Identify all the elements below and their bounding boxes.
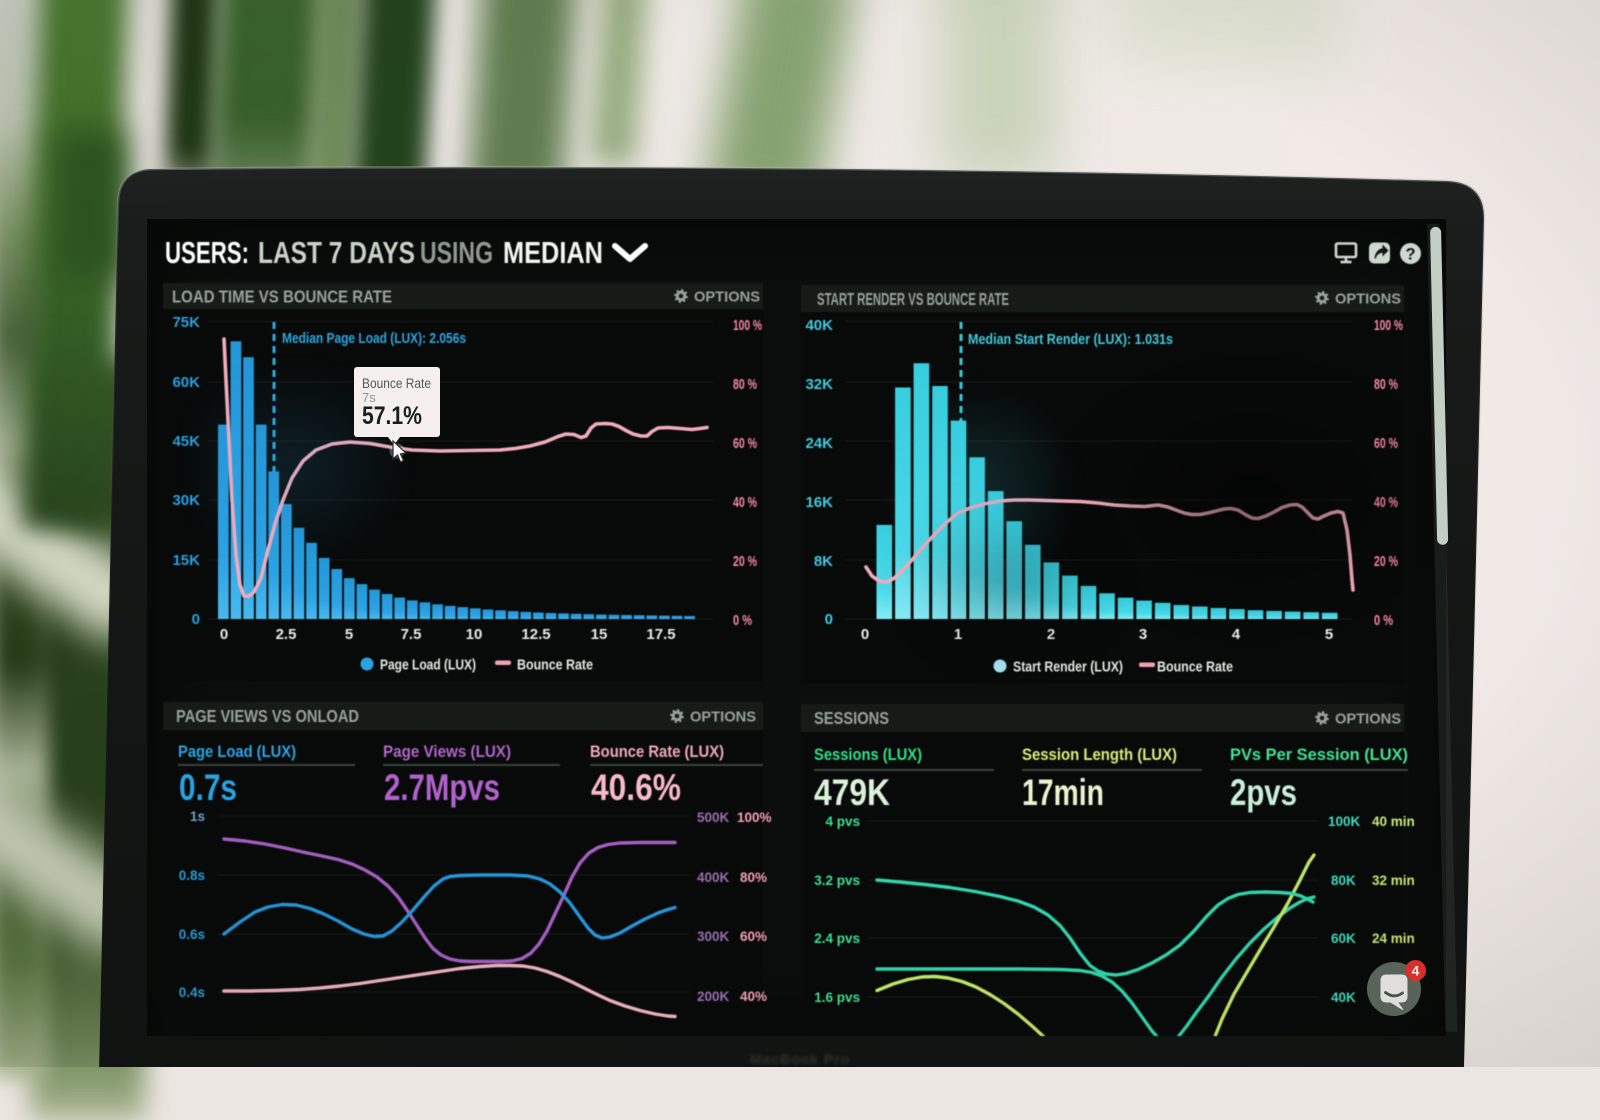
svg-text:15: 15 xyxy=(591,626,608,643)
svg-text:LAST 7 DAYS: LAST 7 DAYS xyxy=(258,235,415,270)
svg-text:400K: 400K xyxy=(697,870,730,885)
svg-text:100%: 100% xyxy=(737,810,772,825)
svg-text:32 min: 32 min xyxy=(1372,873,1415,888)
svg-text:Page Views (LUX): Page Views (LUX) xyxy=(383,743,511,761)
svg-text:17min: 17min xyxy=(1022,772,1104,813)
svg-text:Bounce Rate: Bounce Rate xyxy=(362,375,431,391)
svg-text:40%: 40% xyxy=(740,989,767,1004)
svg-text:0 %: 0 % xyxy=(733,612,752,629)
svg-text:15K: 15K xyxy=(172,552,200,569)
svg-text:OPTIONS: OPTIONS xyxy=(1335,711,1401,728)
svg-text:12.5: 12.5 xyxy=(521,626,550,643)
svg-text:MEDIAN: MEDIAN xyxy=(503,235,603,270)
svg-text:80%: 80% xyxy=(740,870,767,885)
svg-text:Session Length (LUX): Session Length (LUX) xyxy=(1022,746,1177,764)
svg-text:1s: 1s xyxy=(190,809,205,824)
svg-text:LOAD TIME VS BOUNCE RATE: LOAD TIME VS BOUNCE RATE xyxy=(172,287,392,307)
svg-text:40K: 40K xyxy=(1331,990,1356,1005)
svg-text:Median Page Load (LUX): 2.056s: Median Page Load (LUX): 2.056s xyxy=(282,330,466,347)
svg-text:479K: 479K xyxy=(814,772,890,813)
svg-text:0.6s: 0.6s xyxy=(179,927,205,942)
svg-text:30K: 30K xyxy=(172,492,200,509)
svg-text:16K: 16K xyxy=(805,494,833,511)
svg-text:0.4s: 0.4s xyxy=(179,985,205,1000)
svg-text:80K: 80K xyxy=(1331,873,1356,888)
svg-text:OPTIONS: OPTIONS xyxy=(1335,291,1401,308)
svg-text:100K: 100K xyxy=(1328,814,1361,829)
svg-text:60K: 60K xyxy=(172,374,200,391)
svg-text:Page Load (LUX): Page Load (LUX) xyxy=(178,743,296,761)
svg-text:32K: 32K xyxy=(805,376,833,393)
svg-text:4 pvs: 4 pvs xyxy=(825,814,860,829)
svg-text:1.6 pvs: 1.6 pvs xyxy=(814,990,860,1005)
svg-text:100 %: 100 % xyxy=(733,317,762,334)
svg-text:17.5: 17.5 xyxy=(646,626,675,643)
svg-text:USERS:: USERS: xyxy=(165,235,249,270)
svg-text:45K: 45K xyxy=(172,433,200,450)
svg-text:5: 5 xyxy=(345,626,353,643)
svg-text:40.6%: 40.6% xyxy=(591,767,681,808)
svg-text:0.7s: 0.7s xyxy=(179,767,237,808)
svg-text:80 %: 80 % xyxy=(733,376,757,393)
svg-text:0: 0 xyxy=(220,626,228,643)
svg-text:OPTIONS: OPTIONS xyxy=(690,709,756,726)
svg-text:60 %: 60 % xyxy=(733,435,757,452)
svg-text:0.8s: 0.8s xyxy=(179,868,205,883)
svg-text:40K: 40K xyxy=(805,317,833,334)
svg-text:1: 1 xyxy=(954,626,962,643)
svg-text:60K: 60K xyxy=(1331,931,1356,946)
svg-text:300K: 300K xyxy=(697,929,730,944)
svg-text:Page Load (LUX): Page Load (LUX) xyxy=(380,658,476,674)
svg-text:Bounce Rate: Bounce Rate xyxy=(517,658,593,674)
svg-text:2.7Mpvs: 2.7Mpvs xyxy=(384,767,500,808)
svg-text:7s: 7s xyxy=(362,390,376,405)
svg-text:24 min: 24 min xyxy=(1372,931,1415,946)
svg-text:Bounce Rate (LUX): Bounce Rate (LUX) xyxy=(590,743,724,761)
svg-text:USING: USING xyxy=(420,235,493,270)
svg-text:3.2 pvs: 3.2 pvs xyxy=(814,873,860,888)
svg-text:200K: 200K xyxy=(697,989,730,1004)
svg-text:10: 10 xyxy=(466,626,483,643)
svg-text:40 min: 40 min xyxy=(1372,814,1415,829)
svg-text:2.5: 2.5 xyxy=(276,626,297,643)
svg-text:60%: 60% xyxy=(740,929,767,944)
svg-text:4: 4 xyxy=(1412,963,1420,979)
svg-text:100 %: 100 % xyxy=(1374,317,1403,334)
svg-text:PAGE VIEWS VS ONLOAD: PAGE VIEWS VS ONLOAD xyxy=(176,706,359,726)
svg-text:PVs Per Session (LUX): PVs Per Session (LUX) xyxy=(1230,746,1408,764)
svg-text:Sessions (LUX): Sessions (LUX) xyxy=(814,746,922,764)
svg-text:0: 0 xyxy=(825,611,833,628)
svg-text:8K: 8K xyxy=(814,553,833,570)
svg-text:2.4 pvs: 2.4 pvs xyxy=(814,931,860,946)
svg-text:?: ? xyxy=(1405,246,1415,264)
svg-text:75K: 75K xyxy=(172,314,200,331)
svg-text:0: 0 xyxy=(192,611,200,628)
svg-text:24K: 24K xyxy=(805,435,833,452)
svg-text:0: 0 xyxy=(861,626,869,643)
svg-text:SESSIONS: SESSIONS xyxy=(814,708,889,728)
svg-text:500K: 500K xyxy=(697,810,730,825)
svg-text:57.1%: 57.1% xyxy=(362,402,422,430)
svg-text:2pvs: 2pvs xyxy=(1230,772,1297,813)
svg-text:START RENDER VS BOUNCE RATE: START RENDER VS BOUNCE RATE xyxy=(817,289,1009,309)
svg-text:7.5: 7.5 xyxy=(401,626,422,643)
svg-text:20 %: 20 % xyxy=(733,553,757,570)
svg-text:OPTIONS: OPTIONS xyxy=(694,289,760,306)
svg-text:40 %: 40 % xyxy=(733,494,757,511)
